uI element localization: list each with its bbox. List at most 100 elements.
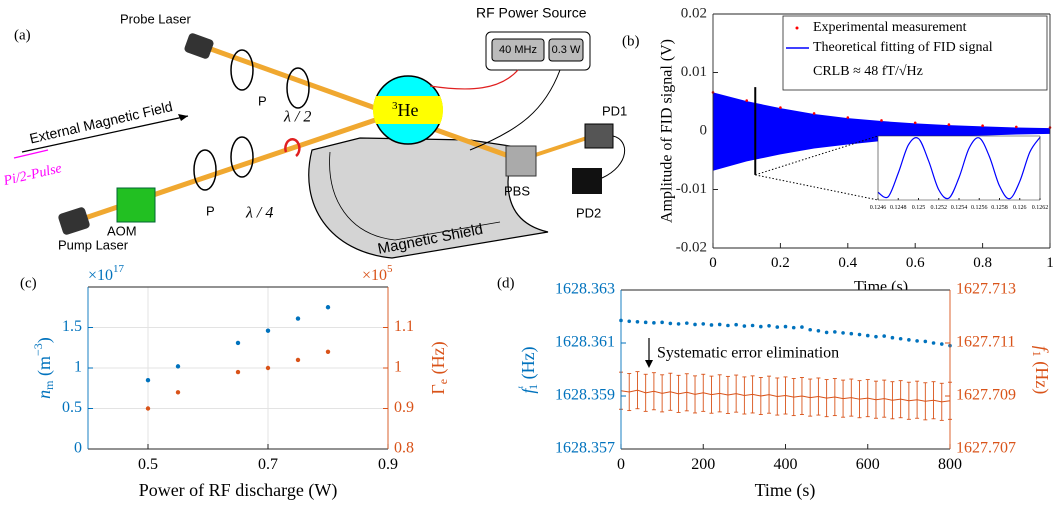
legend bbox=[782, 15, 1048, 91]
label: λ / 4 bbox=[245, 205, 273, 222]
x-axis-label: Power of RF discharge (W) bbox=[139, 480, 338, 501]
signal-line bbox=[877, 136, 1041, 200]
data-point bbox=[898, 336, 903, 341]
data-point bbox=[627, 319, 632, 324]
label: (Hz) bbox=[518, 346, 539, 383]
data-point bbox=[717, 322, 722, 327]
legend-note: CRLB ≈ 48 fT/√Hz bbox=[813, 64, 923, 79]
data-point bbox=[635, 320, 640, 324]
panel-label: (d) bbox=[497, 275, 515, 291]
data-point bbox=[745, 99, 748, 102]
y-tick-label: 1628.363 bbox=[555, 281, 615, 298]
data-point bbox=[325, 349, 331, 354]
pump-polarizer bbox=[193, 149, 217, 191]
probe-polarizer bbox=[230, 49, 254, 91]
data-point bbox=[235, 369, 241, 375]
annotation: Systematic error elimination bbox=[657, 345, 839, 362]
x-tick-label: 1 bbox=[1046, 255, 1054, 271]
data-point bbox=[907, 338, 911, 342]
y2-tick-label: 0.9 bbox=[394, 399, 414, 416]
label: e bbox=[436, 379, 450, 384]
label: He bbox=[398, 100, 419, 120]
data-point bbox=[874, 334, 878, 339]
label: RF Power Source bbox=[476, 5, 587, 21]
label: 3 bbox=[392, 100, 398, 112]
data-point bbox=[709, 323, 714, 327]
x-tick-label: 0.7 bbox=[258, 456, 278, 473]
data-point bbox=[939, 342, 944, 346]
data-point bbox=[931, 341, 936, 345]
x-tick-label: 0.125 bbox=[912, 205, 926, 211]
y-axis-label: Amplitude of FID signal (V) bbox=[659, 39, 676, 223]
data-point bbox=[849, 331, 854, 336]
data-point bbox=[882, 334, 886, 338]
data-point bbox=[913, 121, 917, 125]
legend-marker bbox=[795, 26, 799, 30]
circular-polarization bbox=[284, 138, 301, 157]
y-axis-label: nm (m−3) bbox=[31, 337, 56, 399]
y2-tick-label: 0.8 bbox=[394, 440, 414, 457]
data-point bbox=[824, 330, 829, 335]
data-point bbox=[841, 331, 845, 335]
label: P bbox=[206, 203, 215, 218]
label: 40 MHz bbox=[499, 44, 537, 56]
data-point bbox=[767, 323, 771, 328]
probe-beam bbox=[207, 45, 521, 163]
zoom-guide bbox=[755, 135, 879, 176]
probe-laser bbox=[184, 33, 214, 59]
y-exponent: ×1017 bbox=[88, 263, 125, 284]
x-tick-label: 0.126 bbox=[1013, 205, 1027, 211]
label: −3 bbox=[31, 343, 45, 356]
y-tick-label: 0 bbox=[74, 440, 82, 457]
data-point bbox=[701, 322, 706, 326]
data-point bbox=[265, 328, 271, 333]
rf-cable bbox=[469, 69, 561, 151]
rf-frequency-box bbox=[491, 38, 545, 62]
y2-exponent: ×105 bbox=[362, 263, 393, 284]
field-arrow bbox=[21, 115, 189, 153]
y-tick-label: 1628.359 bbox=[555, 387, 615, 404]
data-point bbox=[800, 325, 804, 329]
data-point bbox=[833, 330, 837, 334]
shield-inner-edge bbox=[329, 151, 501, 241]
label: AOM bbox=[107, 223, 137, 238]
data-point bbox=[1015, 125, 1018, 129]
label: 1 bbox=[1030, 351, 1044, 357]
y-tick-label: 1 bbox=[74, 359, 82, 376]
data-point bbox=[265, 365, 271, 371]
label: 0.3 W bbox=[552, 44, 581, 56]
x-tick-label: 0.2 bbox=[771, 255, 790, 271]
magnetic-shield bbox=[308, 137, 549, 259]
label: ×10 bbox=[88, 267, 113, 284]
x-tick-label: 0.4 bbox=[838, 255, 857, 271]
y2-tick-label: 1 bbox=[394, 359, 402, 376]
data-line bbox=[620, 389, 951, 403]
data-point bbox=[295, 316, 301, 321]
data-point bbox=[295, 357, 301, 363]
label: Pump Laser bbox=[58, 237, 129, 252]
pd1 bbox=[584, 123, 614, 149]
y2-tick-label: 1.1 bbox=[394, 318, 414, 335]
label: n bbox=[34, 390, 54, 399]
y-tick-label: -0.01 bbox=[676, 181, 707, 197]
data-point bbox=[175, 364, 181, 369]
y2-tick-label: 1627.711 bbox=[956, 334, 1015, 351]
x-tick-label: 0.1248 bbox=[890, 205, 907, 211]
data-point bbox=[808, 327, 812, 332]
x-tick-label: 0.9 bbox=[378, 456, 398, 473]
data-point bbox=[857, 332, 862, 337]
data-point bbox=[981, 124, 984, 128]
data-point bbox=[750, 323, 755, 328]
label: Γ bbox=[428, 384, 448, 394]
x-tick-label: 0.1262 bbox=[1032, 205, 1049, 211]
plot-area bbox=[878, 136, 1040, 200]
label: ×10 bbox=[362, 267, 387, 284]
data-point bbox=[643, 320, 648, 325]
label: 5 bbox=[387, 263, 393, 275]
label: PD2 bbox=[576, 205, 601, 220]
data-point bbox=[325, 305, 331, 310]
x-tick-label: 200 bbox=[691, 456, 715, 473]
label: m bbox=[42, 380, 56, 390]
x-tick-label: 0.6 bbox=[906, 255, 925, 271]
y2-axis-label: Γe (Hz) bbox=[428, 341, 450, 394]
